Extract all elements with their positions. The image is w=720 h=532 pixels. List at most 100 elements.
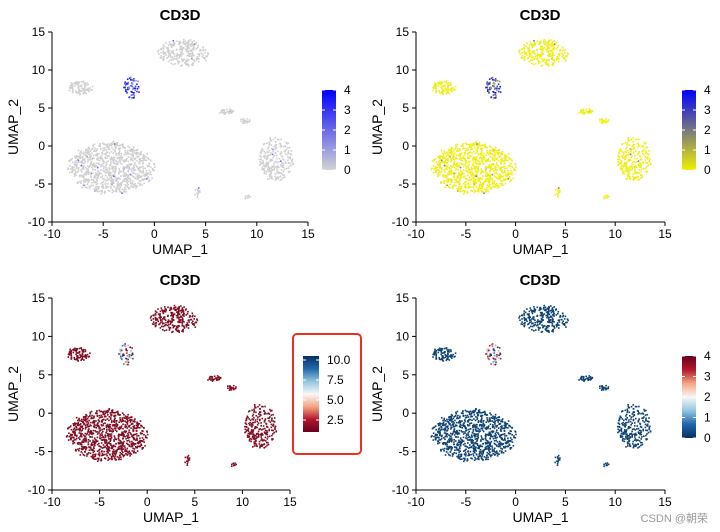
cell-point (138, 174, 140, 177)
cell-point (88, 434, 90, 436)
cell-point (87, 151, 89, 154)
cell-point (252, 418, 254, 421)
cell-point (505, 156, 507, 159)
cell-point (88, 159, 90, 161)
cell-point (240, 118, 242, 121)
cell-point (163, 45, 166, 48)
cell-point (471, 190, 473, 192)
cell-point (640, 177, 642, 179)
cell-point (450, 148, 453, 151)
cell-point (551, 51, 554, 54)
cell-point (159, 310, 162, 313)
cell-point (248, 120, 251, 123)
cell-point (496, 173, 499, 176)
cell-point (103, 410, 105, 413)
cell-point (132, 357, 134, 360)
cell-point (453, 148, 455, 151)
cell-point (101, 419, 104, 421)
cell-point (191, 57, 193, 60)
cell-point (282, 158, 284, 161)
cell-point (72, 91, 74, 93)
cell-point (291, 158, 294, 160)
cell-point (474, 174, 477, 176)
cell-point (501, 157, 503, 160)
cell-point (95, 458, 97, 460)
cell-point (181, 323, 184, 325)
cell-point (551, 63, 554, 66)
cell-point (133, 452, 135, 454)
cell-point (478, 142, 481, 144)
cell-point (169, 55, 172, 57)
cell-point (270, 423, 273, 426)
cell-point (79, 180, 81, 183)
cell-point (605, 118, 607, 120)
cell-point (180, 65, 182, 67)
cell-point (130, 148, 132, 150)
cell-point (588, 108, 590, 110)
cell-point (129, 421, 132, 423)
cell-point (145, 174, 148, 176)
cell-point (132, 151, 134, 154)
cell-point (278, 160, 280, 163)
scatter-points (66, 38, 294, 200)
cell-point (258, 440, 261, 443)
cell-point (130, 357, 132, 359)
cell-point (81, 448, 83, 451)
cell-point (601, 118, 603, 120)
cell-point (442, 85, 445, 88)
cell-point (109, 410, 112, 412)
cell-point (175, 325, 178, 328)
cell-point (433, 87, 436, 90)
cell-point (163, 58, 165, 60)
cell-point (74, 85, 76, 87)
cell-point (142, 154, 145, 156)
cell-point (114, 414, 117, 417)
cell-point (547, 63, 549, 65)
cell-point (450, 160, 452, 163)
cell-point (273, 168, 275, 170)
cell-point (107, 447, 110, 450)
cell-point (635, 150, 637, 153)
cell-point (136, 422, 138, 425)
cell-point (477, 147, 479, 150)
cell-point (77, 82, 79, 84)
cell-point (107, 432, 109, 435)
cell-point (81, 171, 83, 173)
cell-point (136, 87, 139, 90)
cell-point (107, 452, 109, 454)
cell-point (567, 53, 569, 55)
cell-point (107, 146, 110, 149)
cell-point (252, 430, 254, 432)
cell-point (280, 151, 283, 153)
cell-point (484, 146, 486, 149)
cell-point (90, 424, 92, 427)
cell-point (132, 165, 135, 167)
cell-point (494, 169, 497, 172)
cell-point (84, 355, 87, 357)
cell-point (626, 170, 628, 172)
cell-point (143, 182, 145, 185)
cell-point (122, 170, 124, 173)
cell-point (85, 92, 87, 95)
cell-point (545, 61, 548, 63)
cell-point (107, 189, 110, 192)
cell-point (112, 428, 114, 431)
cell-point (128, 445, 131, 447)
cell-point (636, 160, 638, 163)
cell-point (128, 452, 130, 455)
cell-point (548, 39, 550, 42)
cell-point (110, 413, 112, 416)
cell-point (444, 89, 447, 92)
cell-point (110, 427, 113, 430)
cell-point (126, 415, 129, 418)
cell-point (134, 152, 136, 154)
cell-point (538, 43, 541, 45)
cell-point (185, 63, 187, 65)
cell-point (504, 167, 506, 170)
cell-point (188, 457, 191, 459)
y-tick-label: 15 (396, 25, 410, 39)
cell-point (75, 349, 78, 352)
cell-point (83, 440, 85, 442)
cell-point (280, 178, 283, 181)
cell-point (126, 418, 128, 421)
